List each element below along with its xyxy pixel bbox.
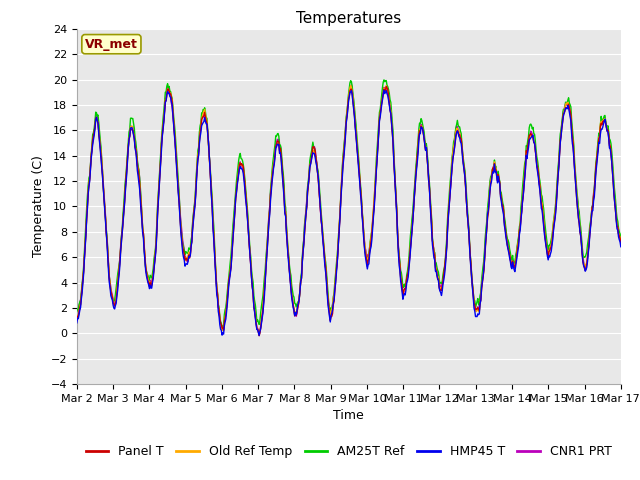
Legend: Panel T, Old Ref Temp, AM25T Ref, HMP45 T, CNR1 PRT: Panel T, Old Ref Temp, AM25T Ref, HMP45 … [81,440,617,463]
Title: Temperatures: Temperatures [296,11,401,26]
Y-axis label: Temperature (C): Temperature (C) [32,156,45,257]
X-axis label: Time: Time [333,409,364,422]
Text: VR_met: VR_met [85,37,138,51]
